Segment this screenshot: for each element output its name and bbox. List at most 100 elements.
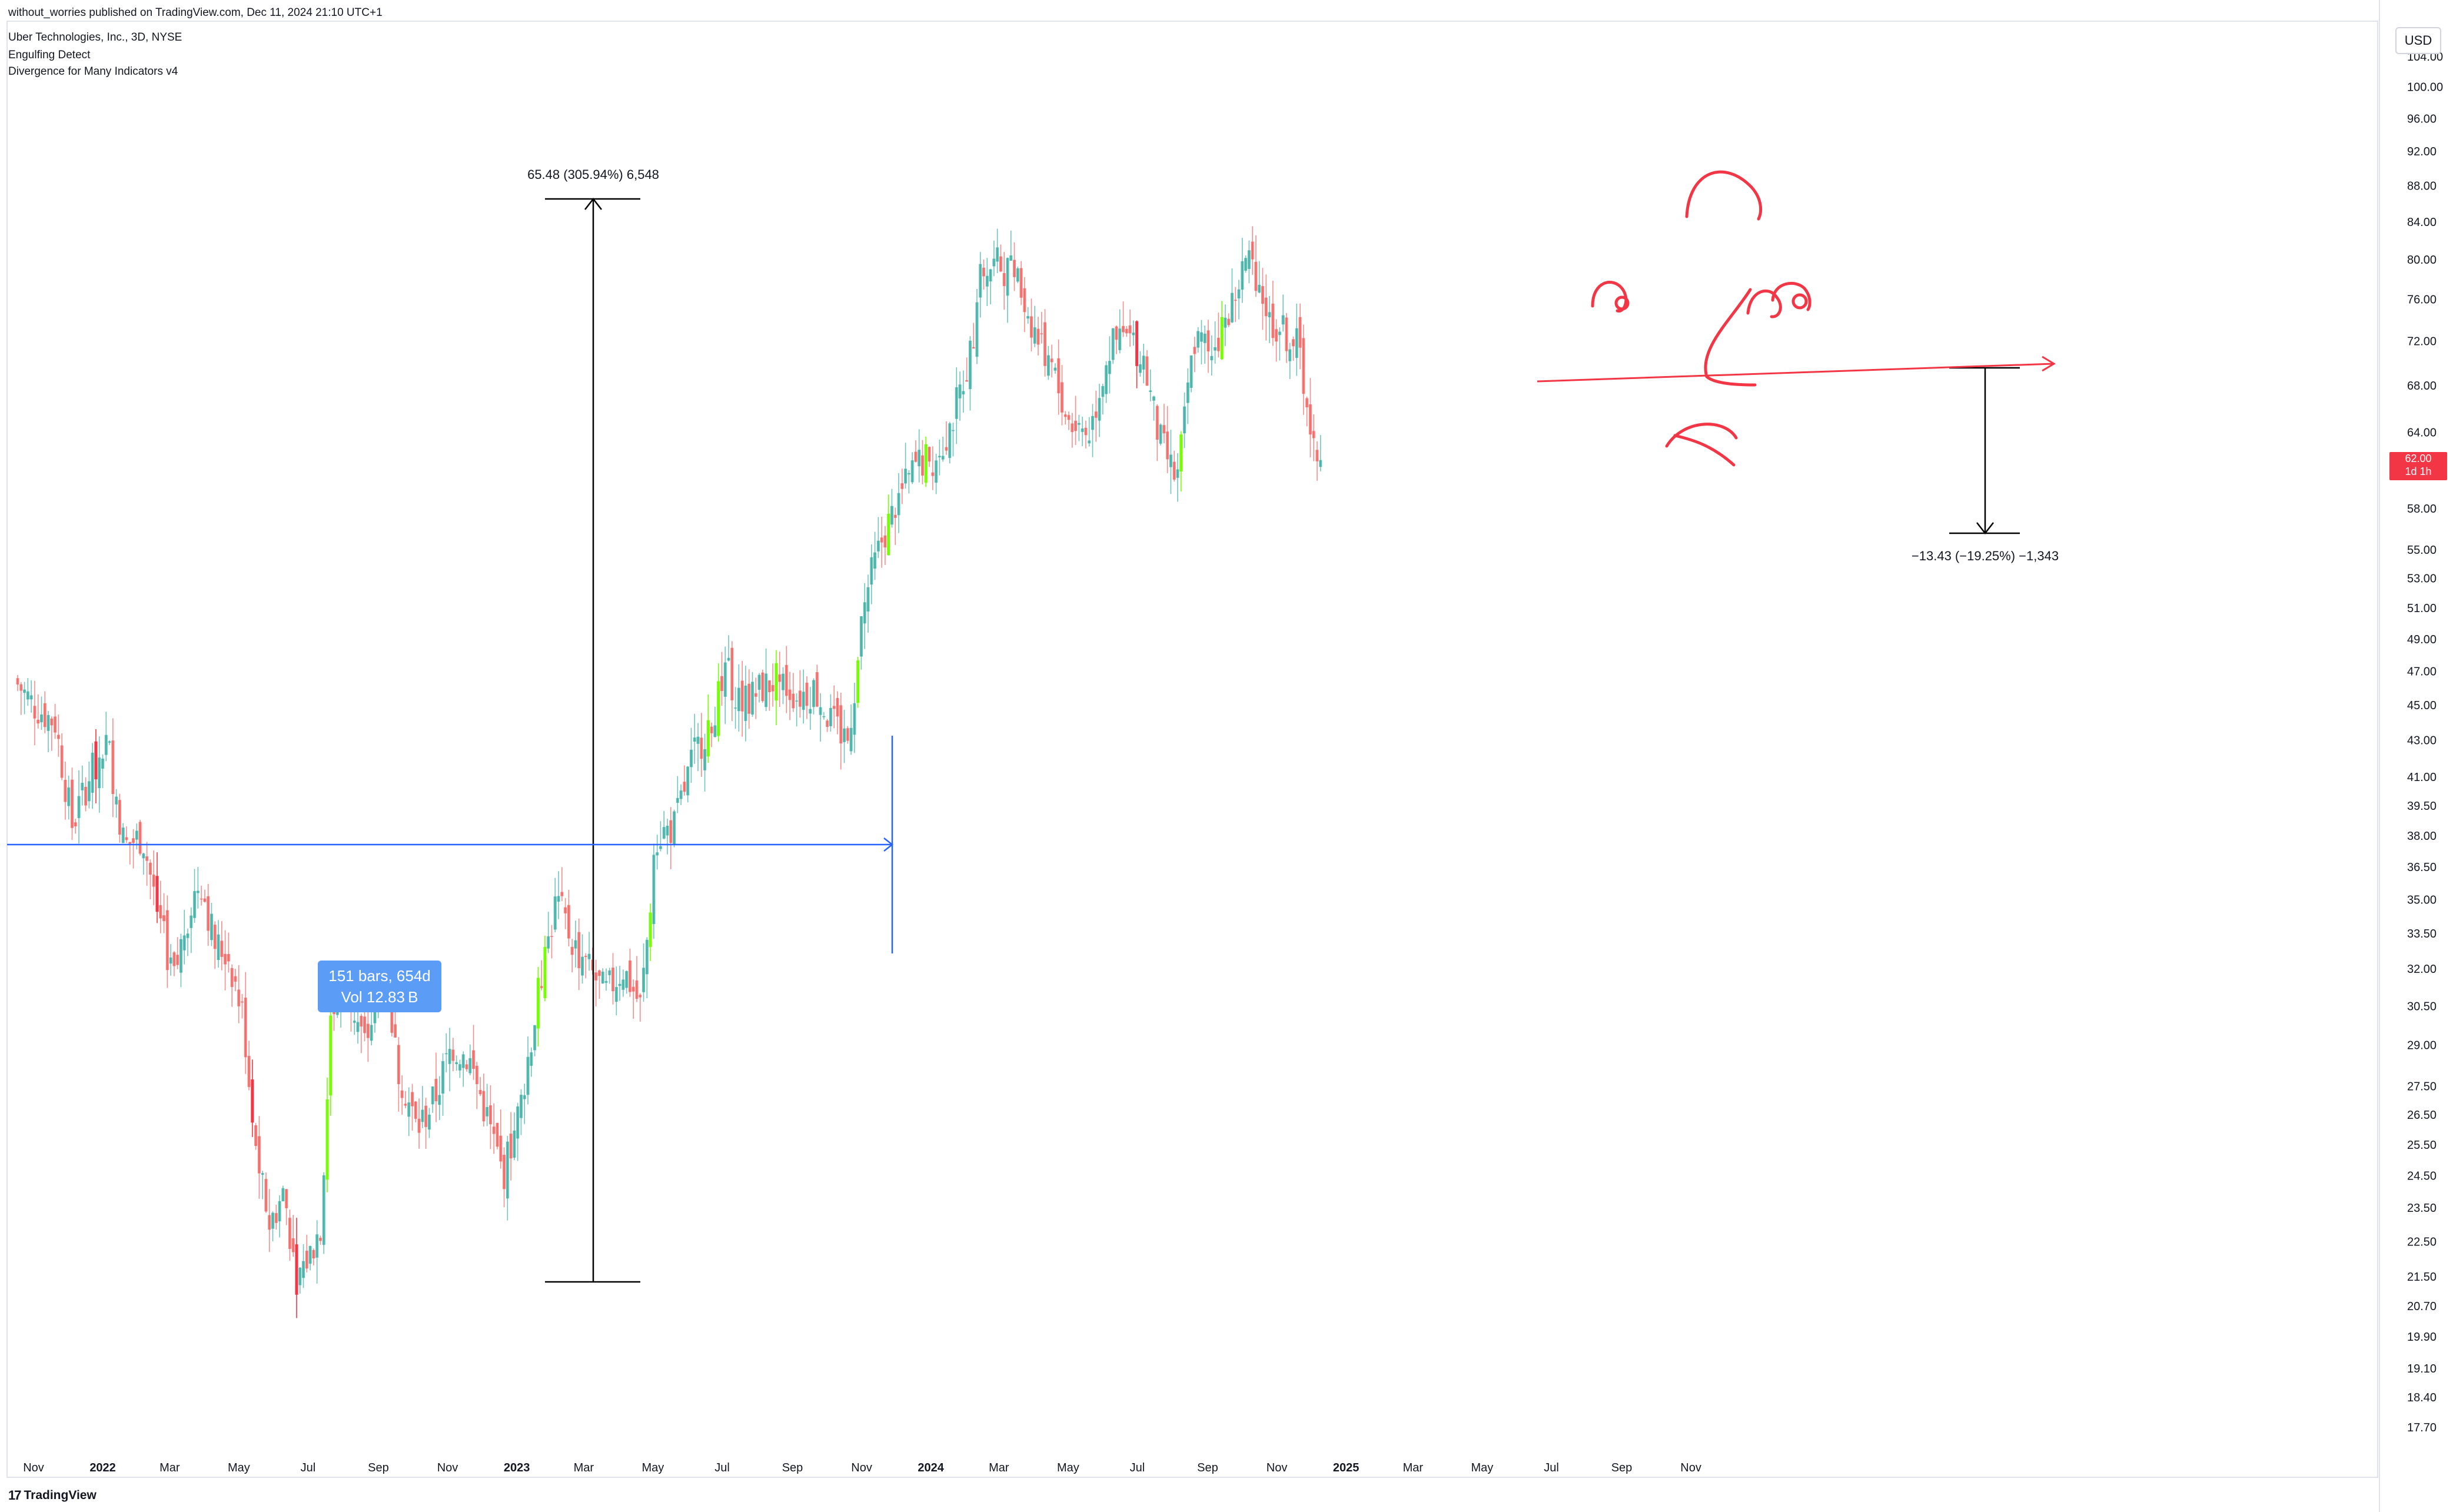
candle[interactable] <box>631 986 635 992</box>
candle[interactable] <box>1179 434 1183 472</box>
candle[interactable] <box>135 830 138 840</box>
candle[interactable] <box>424 1105 428 1127</box>
candle[interactable] <box>1312 431 1315 438</box>
candle[interactable] <box>496 1122 499 1147</box>
candle[interactable] <box>142 853 145 859</box>
candle[interactable] <box>400 1090 404 1098</box>
candle[interactable] <box>1237 289 1241 298</box>
candle[interactable] <box>288 1218 291 1249</box>
candle[interactable] <box>104 735 108 755</box>
candle[interactable] <box>992 258 996 267</box>
candle[interactable] <box>935 460 938 483</box>
candle[interactable] <box>727 657 730 661</box>
candle[interactable] <box>108 741 111 743</box>
candle[interactable] <box>26 691 29 700</box>
candle[interactable] <box>747 683 751 714</box>
candle[interactable] <box>625 971 629 988</box>
candle[interactable] <box>1285 317 1288 351</box>
candle[interactable] <box>795 700 799 702</box>
candle[interactable] <box>972 347 975 349</box>
candle[interactable] <box>519 1095 523 1118</box>
candle[interactable] <box>843 728 846 742</box>
candle[interactable] <box>564 907 567 913</box>
candle[interactable] <box>39 714 43 723</box>
candle[interactable] <box>397 1045 400 1085</box>
candle[interactable] <box>1199 332 1203 342</box>
candle[interactable] <box>486 1107 489 1116</box>
candle[interactable] <box>639 995 642 998</box>
candle[interactable] <box>94 741 98 780</box>
candle[interactable] <box>1295 328 1298 358</box>
candle[interactable] <box>567 905 570 939</box>
candle[interactable] <box>132 838 135 843</box>
candle[interactable] <box>809 709 812 714</box>
candle[interactable] <box>176 955 180 965</box>
candle[interactable] <box>111 740 115 795</box>
candle[interactable] <box>145 856 149 861</box>
candle[interactable] <box>826 720 829 727</box>
candle[interactable] <box>597 970 601 976</box>
candle[interactable] <box>67 787 71 806</box>
candle[interactable] <box>1244 258 1248 271</box>
candle[interactable] <box>952 430 955 431</box>
currency-selector[interactable]: USD <box>2395 27 2441 54</box>
candle[interactable] <box>543 946 547 998</box>
candle[interactable] <box>1016 268 1019 282</box>
candle[interactable] <box>689 749 693 767</box>
candle[interactable] <box>152 875 155 887</box>
candle[interactable] <box>570 946 574 955</box>
candle[interactable] <box>1105 365 1108 394</box>
candle[interactable] <box>138 822 142 854</box>
candle[interactable] <box>693 737 696 742</box>
candle[interactable] <box>1132 333 1135 335</box>
candle[interactable] <box>1264 297 1268 317</box>
candle[interactable] <box>740 680 744 712</box>
candle[interactable] <box>890 506 893 525</box>
candle[interactable] <box>533 1025 537 1051</box>
tradingview-logo[interactable]: 17 TradingView <box>8 1488 97 1503</box>
candle[interactable] <box>1009 255 1013 261</box>
candle[interactable] <box>1023 288 1026 313</box>
candle[interactable] <box>1149 390 1152 392</box>
candle[interactable] <box>815 672 819 707</box>
candle[interactable] <box>700 737 703 759</box>
candle[interactable] <box>1155 406 1159 440</box>
candle[interactable] <box>1271 303 1275 338</box>
candle[interactable] <box>1152 396 1156 401</box>
candle[interactable] <box>1074 420 1078 431</box>
candle[interactable] <box>713 725 717 737</box>
candle[interactable] <box>50 718 54 726</box>
candle[interactable] <box>1196 331 1200 348</box>
candle[interactable] <box>876 540 880 551</box>
candle[interactable] <box>717 681 720 736</box>
candle[interactable] <box>649 912 652 947</box>
candle[interactable] <box>805 682 809 706</box>
candle[interactable] <box>883 535 887 548</box>
candle[interactable] <box>410 1092 414 1106</box>
candle[interactable] <box>237 989 241 1006</box>
candle[interactable] <box>642 968 646 992</box>
candle[interactable] <box>23 689 26 693</box>
candle[interactable] <box>254 1125 258 1147</box>
candle[interactable] <box>540 986 543 988</box>
candle[interactable] <box>822 716 826 717</box>
candle[interactable] <box>706 720 710 757</box>
candle[interactable] <box>526 1056 530 1095</box>
candle[interactable] <box>914 451 918 462</box>
candle[interactable] <box>604 981 608 983</box>
candle[interactable] <box>1241 261 1244 290</box>
candle[interactable] <box>455 1062 458 1065</box>
candle[interactable] <box>985 275 989 287</box>
candle[interactable] <box>451 1049 455 1061</box>
candle[interactable] <box>1053 367 1057 371</box>
candle[interactable] <box>846 728 849 741</box>
candle[interactable] <box>441 1061 445 1094</box>
candle[interactable] <box>696 736 700 744</box>
candle[interactable] <box>887 513 890 556</box>
candle[interactable] <box>1216 337 1220 351</box>
candle[interactable] <box>46 715 50 731</box>
candle[interactable] <box>870 557 873 585</box>
candle[interactable] <box>207 896 210 931</box>
candle[interactable] <box>673 811 676 845</box>
candle[interactable] <box>1305 398 1309 408</box>
